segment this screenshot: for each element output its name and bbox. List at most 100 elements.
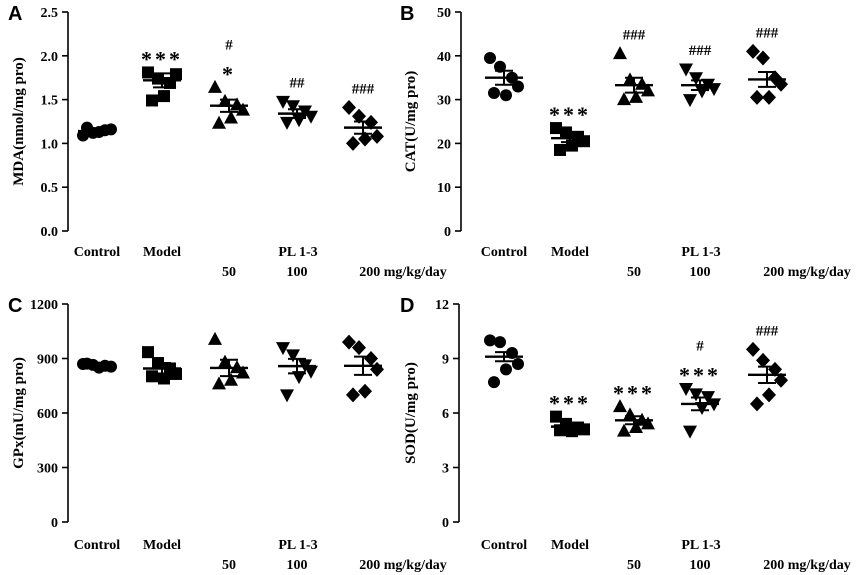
- data-point: [208, 331, 222, 345]
- x-category-label-control: Control: [74, 245, 121, 260]
- data-point: [170, 68, 182, 81]
- significance-stars: ***: [679, 362, 721, 387]
- y-axis-label: MDA(nmol/mg pro): [11, 57, 27, 185]
- series-model: [550, 122, 590, 156]
- significance-hash: #: [225, 37, 233, 53]
- data-point: [746, 341, 760, 357]
- data-point: [280, 389, 294, 403]
- y-tick-label: 2.5: [41, 6, 59, 21]
- y-tick-label: 900: [37, 353, 58, 368]
- series-pl100: [679, 382, 721, 439]
- x-category-label-pl200: 200 mg/kg/day: [359, 558, 447, 573]
- x-group-label: PL 1-3: [681, 245, 720, 260]
- chart-panel-d: D 0 3 6 9 12 SOD(U/mg pro) Control Model 50 100 200…: [400, 295, 851, 573]
- data-point: [488, 87, 500, 100]
- significance-hash: ###: [756, 323, 779, 339]
- data-point: [342, 334, 356, 350]
- data-point: [679, 63, 693, 77]
- data-point: [494, 336, 506, 349]
- x-category-label-pl100: 100: [690, 265, 711, 280]
- x-category-label-model: Model: [551, 245, 589, 260]
- y-tick-label: 1.5: [41, 94, 59, 109]
- data-point: [370, 128, 384, 144]
- significance-hash: #: [696, 338, 704, 354]
- data-point: [292, 114, 306, 128]
- data-point: [105, 123, 117, 136]
- data-point: [142, 346, 154, 359]
- x-category-label-pl100: 100: [287, 558, 308, 573]
- data-point: [695, 85, 709, 99]
- series-model: [550, 410, 590, 438]
- data-point: [641, 83, 655, 97]
- panel-label: A: [8, 3, 22, 25]
- data-point: [158, 90, 170, 103]
- series-pl200: [746, 43, 788, 105]
- x-category-label-pl200: 200 mg/kg/day: [359, 265, 447, 280]
- y-tick-label: 2.0: [41, 50, 59, 65]
- y-axis-label: CAT(U/mg pro): [403, 71, 419, 173]
- series-model: [142, 66, 182, 107]
- y-tick-label: 0.5: [41, 181, 59, 196]
- data-point: [762, 89, 776, 105]
- data-point: [488, 376, 500, 389]
- data-point: [280, 116, 294, 130]
- data-point: [641, 416, 655, 430]
- data-point: [550, 410, 562, 423]
- panel-label: B: [400, 3, 414, 25]
- significance-stars: ***: [549, 102, 591, 127]
- data-point: [170, 367, 182, 380]
- data-point: [762, 387, 776, 403]
- chart-panel-c: C 0 300 600 900 1200 GPx(mU/mg pro) Control Mode…: [8, 295, 447, 573]
- data-point: [689, 72, 703, 86]
- y-tick-label: 0: [442, 516, 449, 531]
- data-point: [679, 382, 693, 396]
- y-tick-label: 40: [437, 50, 451, 65]
- x-category-label-pl200: 200 mg/kg/day: [763, 265, 851, 280]
- data-point: [286, 349, 300, 363]
- series-pl200: [342, 334, 384, 403]
- series-pl200: [342, 99, 384, 151]
- data-point: [617, 92, 631, 106]
- y-tick-label: 50: [437, 6, 451, 21]
- data-point: [146, 94, 158, 107]
- data-point: [146, 370, 158, 383]
- x-category-label-model: Model: [143, 538, 181, 553]
- data-point: [756, 352, 770, 368]
- data-point: [554, 143, 566, 156]
- series-pl100: [276, 95, 318, 130]
- data-point: [236, 365, 250, 379]
- panel-label: C: [8, 295, 22, 317]
- data-point: [286, 100, 300, 114]
- x-category-label-control: Control: [481, 245, 528, 260]
- significance-hash: ##: [290, 75, 306, 91]
- y-axis-label: GPx(mU/mg pro): [11, 357, 27, 469]
- data-point: [683, 94, 697, 108]
- data-point: [304, 365, 318, 379]
- chart-panel-b: B 0 10 20 30 40 50 CAT(U/mg pro) Control Model 50 1…: [400, 3, 851, 280]
- data-point: [746, 43, 760, 59]
- data-point: [212, 376, 226, 390]
- data-point: [768, 361, 782, 377]
- x-group-label: PL 1-3: [278, 538, 317, 553]
- y-tick-label: 1.0: [41, 137, 59, 152]
- data-point: [500, 363, 512, 376]
- series-pl50: [613, 46, 655, 106]
- data-point: [358, 383, 372, 399]
- data-point: [635, 76, 649, 90]
- data-point: [236, 102, 250, 116]
- data-point: [613, 46, 627, 60]
- series-pl200: [746, 341, 788, 412]
- y-tick-label: 20: [437, 137, 451, 152]
- x-category-label-control: Control: [481, 538, 528, 553]
- data-point: [358, 131, 372, 147]
- significance-hash: ###: [689, 43, 712, 59]
- y-tick-label: 6: [442, 407, 449, 422]
- chart-panel-a: A 0.0 0.5 1.0 1.5 2.0 2.5 MDA(nmol/mg pro) Contr…: [8, 3, 447, 280]
- panel-label: D: [400, 295, 414, 317]
- significance-stars: *: [222, 61, 236, 86]
- data-point: [484, 51, 496, 64]
- data-point: [346, 135, 360, 151]
- x-category-label-pl100: 100: [287, 265, 308, 280]
- data-point: [707, 83, 721, 97]
- y-tick-label: 9: [442, 353, 449, 368]
